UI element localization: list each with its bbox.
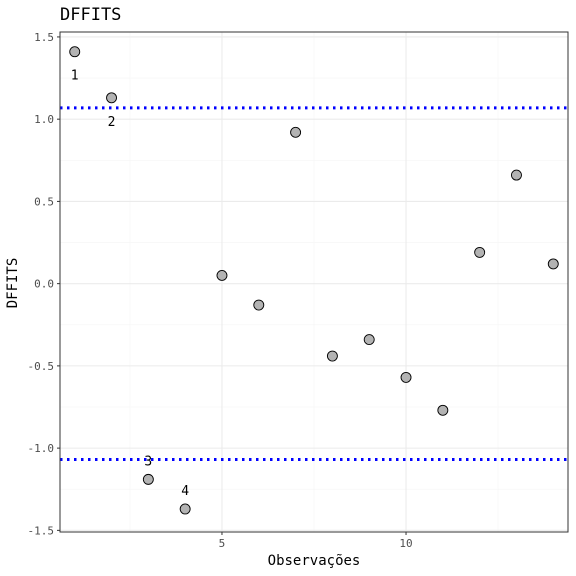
x-tick-label: 5 [219,537,226,550]
y-tick-label: 1.0 [34,113,54,126]
data-point [253,299,265,311]
point-label: 3 [144,454,152,469]
point-label: 1 [71,69,79,84]
point-label: 2 [108,115,116,130]
point-label: 4 [181,484,189,499]
y-tick-label: 1.5 [34,31,54,44]
data-point [326,350,338,362]
y-tick-label: -1.5 [28,524,55,537]
grid-minor [60,32,568,532]
data-point [437,404,449,416]
y-tick-label: -1.0 [28,442,55,455]
data-point [290,126,302,138]
y-axis-title: DFFITS [5,258,21,309]
y-axis: -1.5 -1.0 -0.5 0.0 0.5 1.0 1.5 [28,31,60,537]
x-tick-label: 10 [399,537,412,550]
data-point [474,246,486,258]
data-point [547,258,559,270]
data-point [363,334,375,346]
data-point [179,503,191,515]
x-axis-title: Observações [268,553,361,569]
data-point [216,269,228,281]
data-point [511,169,522,181]
data-points [69,46,559,515]
y-tick-label: -0.5 [28,360,55,373]
data-point [142,473,154,485]
data-point [69,46,81,58]
data-point [400,371,412,383]
reference-lines [60,106,568,461]
grid-major [60,32,568,532]
y-tick-label: 0.5 [34,195,54,208]
chart-title: DFFITS [60,5,121,25]
data-point [106,92,117,104]
x-axis: 5 10 [219,532,413,550]
y-tick-label: 0.0 [34,278,54,291]
point-labels: 1 2 3 4 [71,69,189,499]
panel-border [59,31,569,533]
